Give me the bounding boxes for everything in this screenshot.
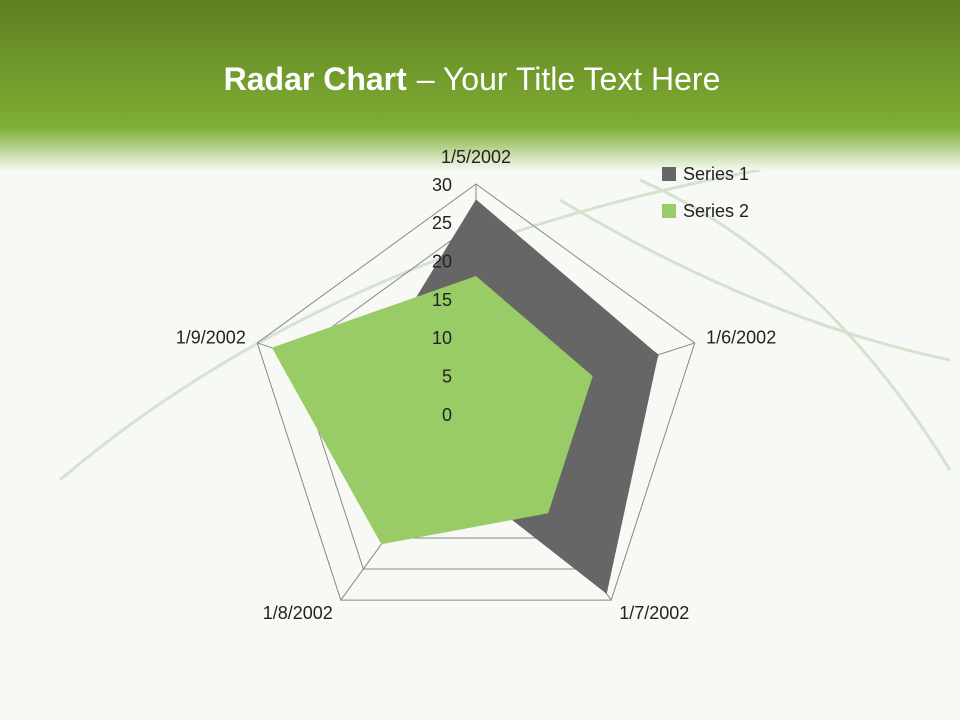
tick-label: 20: [432, 251, 452, 271]
tick-label: 10: [432, 328, 452, 348]
tick-label: 30: [432, 175, 452, 195]
legend-swatch: [662, 204, 676, 218]
tick-label: 25: [432, 213, 452, 233]
legend-label: Series 2: [683, 201, 749, 221]
legend-label: Series 1: [683, 164, 749, 184]
palm-decoration: [59, 168, 952, 482]
tick-label: 0: [442, 405, 452, 425]
series-area: [271, 276, 593, 545]
category-label: 1/7/2002: [619, 603, 689, 623]
header-band: [0, 0, 960, 170]
slide-title: Radar Chart – Your Title Text Here: [224, 61, 721, 97]
category-label: 1/9/2002: [176, 327, 246, 347]
category-label: 1/8/2002: [263, 603, 333, 623]
title-bold: Radar Chart: [224, 61, 408, 97]
title-rest: – Your Title Text Here: [417, 61, 721, 97]
category-label: 1/6/2002: [706, 327, 776, 347]
legend-swatch: [662, 167, 676, 181]
grid-ring: [256, 183, 696, 601]
category-label: 1/5/2002: [441, 147, 511, 167]
tick-label: 5: [442, 366, 452, 386]
tick-label: 15: [432, 290, 452, 310]
